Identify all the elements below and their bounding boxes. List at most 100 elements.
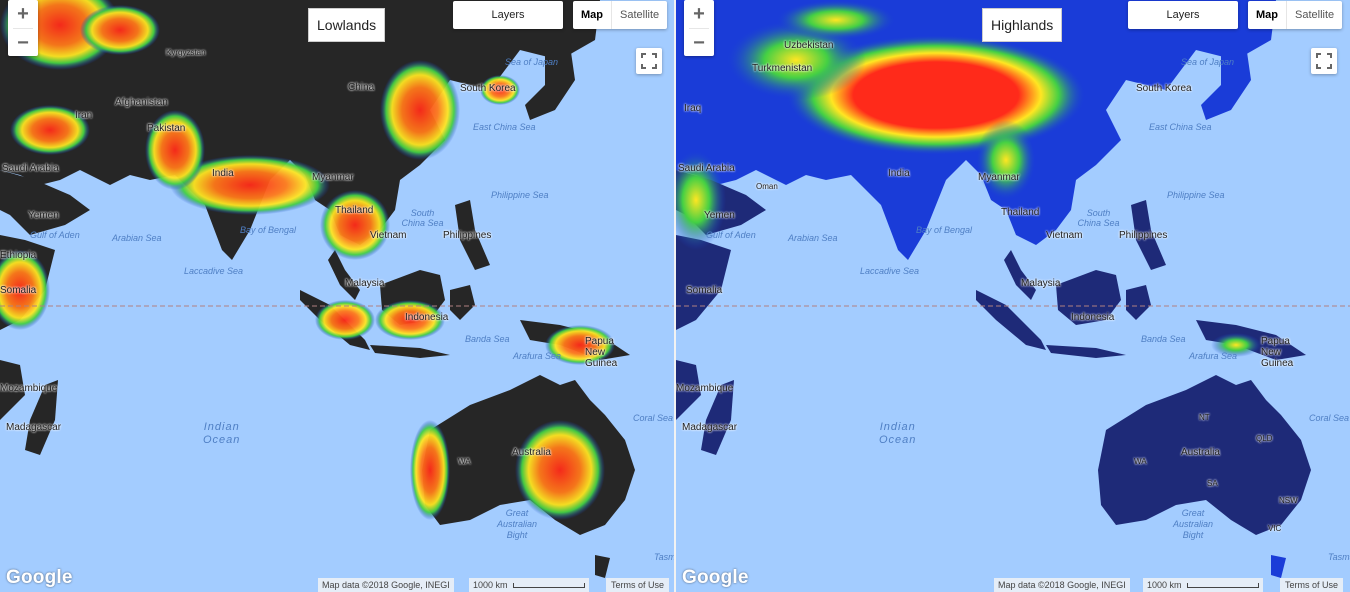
label-vietnam: Vietnam xyxy=(1046,230,1083,241)
scale-bar xyxy=(512,582,585,588)
map-attribution: Map data ©2018 Google, INEGI xyxy=(318,578,454,592)
label-papua-new-guinea: Papua New Guinea xyxy=(585,336,618,369)
sulawesi xyxy=(1126,285,1151,320)
label-saudi-arabia: Saudi Arabia xyxy=(2,163,59,174)
madagascar xyxy=(701,380,734,455)
map-canvas[interactable] xyxy=(0,0,674,592)
sea-label-laccadive-sea: Laccadive Sea xyxy=(860,266,920,276)
map-panel-lowlands[interactable]: China Afghanistan Iran Saudi Arabia Yeme… xyxy=(0,0,674,592)
label-vietnam: Vietnam xyxy=(370,230,407,241)
zoom-control: + − xyxy=(684,0,714,56)
ocean-label-indian-ocean: Indian Ocean xyxy=(203,421,240,447)
zoom-out-button[interactable]: − xyxy=(693,31,705,54)
ocean-label-line1: Indian xyxy=(203,421,240,433)
terms-of-use-link[interactable]: Terms of Use xyxy=(606,578,670,592)
label-thailand: Thailand xyxy=(335,205,374,216)
google-logo[interactable]: Google xyxy=(6,567,73,588)
sea-label-coral-sea: Coral Sea xyxy=(633,413,674,423)
zoom-in-button[interactable]: + xyxy=(693,2,705,25)
map-type-map-button[interactable]: Map xyxy=(573,1,612,29)
scale-label: 1000 km xyxy=(473,580,508,590)
sea-label-tasman-sea: Tasman Sea xyxy=(654,552,674,562)
philippines xyxy=(455,200,490,270)
label-madagascar: Madagascar xyxy=(6,422,62,433)
layers-button[interactable]: Layers xyxy=(1128,1,1238,29)
madagascar xyxy=(25,380,58,455)
sea-label-banda-sea: Banda Sea xyxy=(465,334,510,344)
sea-label-laccadive-sea: Laccadive Sea xyxy=(184,266,244,276)
label-ethiopia: Ethiopia xyxy=(0,250,37,261)
layers-button[interactable]: Layers xyxy=(453,1,563,29)
tasmania xyxy=(595,555,610,578)
sea-label-sea-of-japan: Sea of Japan xyxy=(505,57,559,67)
label-pakistan: Pakistan xyxy=(147,123,186,134)
label-qld: QLD xyxy=(1256,434,1273,443)
label-yemen: Yemen xyxy=(28,210,59,221)
map-type-satellite-button[interactable]: Satellite xyxy=(620,9,660,21)
fullscreen-icon xyxy=(1316,53,1332,69)
zoom-control: + − xyxy=(8,0,38,56)
map-panel-highlands[interactable]: Uzbekistan Turkmenistan Iraq Saudi Arabi… xyxy=(676,0,1350,592)
label-nsw: NSW xyxy=(1279,496,1298,505)
sea-label-gulf-of-aden: Gulf of Aden xyxy=(30,230,80,240)
zoom-in-button[interactable]: + xyxy=(17,2,29,25)
label-australia: Australia xyxy=(512,447,551,458)
fullscreen-button[interactable] xyxy=(636,48,662,74)
label-somalia: Somalia xyxy=(686,285,723,296)
label-papua-new-guinea: Papua New Guinea xyxy=(1261,336,1294,369)
sea-label-banda-sea: Banda Sea xyxy=(1141,334,1186,344)
label-south-korea: South Korea xyxy=(460,83,516,94)
label-china: China xyxy=(348,82,375,93)
label-myanmar: Myanmar xyxy=(978,172,1020,183)
heat-overlay xyxy=(0,0,615,520)
scale-control[interactable]: 1000 km xyxy=(469,578,589,592)
map-type-satellite-button[interactable]: Satellite xyxy=(1295,9,1335,21)
label-wa: WA xyxy=(458,457,471,466)
label-afghanistan: Afghanistan xyxy=(115,97,168,108)
label-wa: WA xyxy=(1134,457,1147,466)
zoom-separator xyxy=(13,28,33,29)
zoom-separator xyxy=(689,28,709,29)
map-canvas[interactable] xyxy=(676,0,1350,592)
scale-label: 1000 km xyxy=(1147,580,1182,590)
terms-of-use-link[interactable]: Terms of Use xyxy=(1280,578,1344,592)
label-thailand: Thailand xyxy=(1001,207,1040,218)
map-attribution: Map data ©2018 Google, INEGI xyxy=(994,578,1130,592)
africa-south xyxy=(676,360,701,420)
sea-label-coral-sea: Coral Sea xyxy=(1309,413,1350,423)
sea-label-tasman-sea: Tasman Sea xyxy=(1328,552,1350,562)
africa-south xyxy=(0,360,25,420)
sumatra xyxy=(976,290,1046,350)
label-philippines: Philippines xyxy=(1119,230,1168,241)
sea-label-arabian-sea: Arabian Sea xyxy=(112,233,162,243)
panel-divider xyxy=(674,0,676,592)
label-malaysia: Malaysia xyxy=(1021,278,1061,289)
sea-label-great-australian-bight: Great Australian Bight xyxy=(1172,508,1214,540)
scale-bar xyxy=(1186,582,1259,588)
label-madagascar: Madagascar xyxy=(682,422,738,433)
label-mozambique: Mozambique xyxy=(0,383,58,394)
sea-label-great-australian-bight: Great Australian Bight xyxy=(496,508,538,540)
label-philippines: Philippines xyxy=(443,230,492,241)
sea-label-philippine-sea: Philippine Sea xyxy=(491,190,549,200)
zoom-out-button[interactable]: − xyxy=(17,31,29,54)
africa-landmass xyxy=(676,235,731,330)
sea-label-east-china-sea: East China Sea xyxy=(1149,122,1212,132)
fullscreen-button[interactable] xyxy=(1311,48,1337,74)
label-somalia: Somalia xyxy=(0,285,37,296)
label-oman: Oman xyxy=(756,182,778,191)
map-type-map-button[interactable]: Map xyxy=(1248,1,1287,29)
label-mozambique: Mozambique xyxy=(676,383,734,394)
malay-peninsula xyxy=(1004,250,1036,300)
sea-label-sea-of-japan: Sea of Japan xyxy=(1181,57,1235,67)
scale-control[interactable]: 1000 km xyxy=(1143,578,1263,592)
japan xyxy=(525,45,575,120)
sea-label-south-china-sea: South China Sea xyxy=(401,208,444,228)
label-india: India xyxy=(212,168,234,179)
sea-label-south-china-sea: South China Sea xyxy=(1077,208,1120,228)
ocean-label-line2: Ocean xyxy=(203,434,241,446)
label-south-korea: South Korea xyxy=(1136,83,1192,94)
japan xyxy=(1201,45,1251,120)
arabia-landmass xyxy=(0,170,90,235)
google-logo[interactable]: Google xyxy=(682,567,749,588)
